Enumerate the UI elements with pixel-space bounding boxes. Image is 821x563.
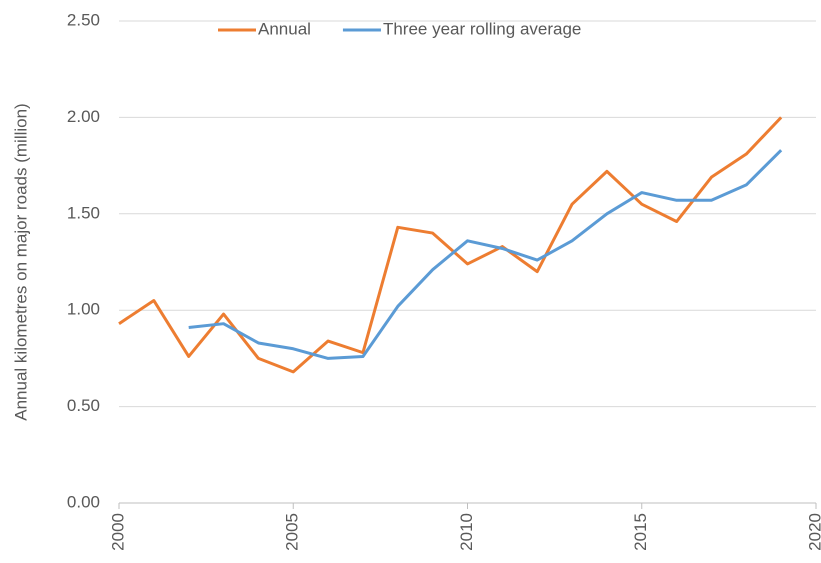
y-tick-label: 0.50 (67, 396, 100, 415)
y-tick-label: 2.50 (67, 10, 100, 29)
series-line (118, 116, 783, 374)
x-tick-label: 2020 (805, 513, 821, 551)
x-tick-label: 2010 (457, 513, 476, 551)
y-tick-label: 2.00 (67, 107, 100, 126)
x-tick-label: 2005 (283, 513, 302, 551)
y-axis-label: Annual kilometres on major roads (millio… (11, 103, 30, 420)
series-line (188, 149, 783, 360)
y-tick-label: 0.00 (67, 492, 100, 511)
x-tick-label: 2000 (108, 513, 127, 551)
legend-label: Annual (258, 19, 311, 38)
x-tick-label: 2015 (631, 513, 650, 551)
y-tick-label: 1.50 (67, 203, 100, 222)
legend-label: Three year rolling average (383, 19, 581, 38)
y-tick-label: 1.00 (67, 300, 100, 319)
